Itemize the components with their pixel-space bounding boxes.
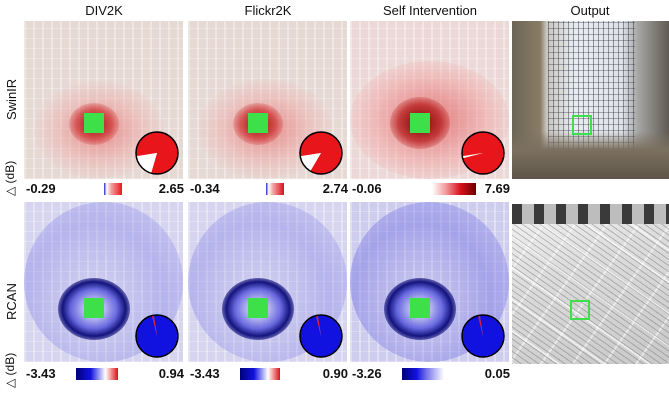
scale-min: -3.26 <box>352 366 382 381</box>
pie-slice-positive <box>151 315 157 336</box>
scale-min: -0.06 <box>352 181 382 196</box>
scale-min: -0.34 <box>190 181 220 196</box>
delta-label-swinir: △ (dB) <box>3 160 17 196</box>
rcan-flickr2k-map <box>188 202 347 362</box>
colorbar <box>432 183 476 195</box>
row-label-swinir: SwinIR <box>4 78 19 120</box>
region-highlight <box>248 113 268 133</box>
scale-min: -3.43 <box>190 366 220 381</box>
pie-slice-negative <box>461 315 504 358</box>
column-header-self-intervention: Self Intervention <box>383 3 477 18</box>
column-header-output: Output <box>570 3 610 18</box>
pie-slice-positive <box>300 132 343 175</box>
pie-chart <box>299 131 343 175</box>
scale-max: 2.65 <box>158 181 184 196</box>
pie-chart <box>461 131 505 175</box>
pie-slice-positive <box>136 132 179 175</box>
scale-rcan-flickr2k: -3.43 0.90 <box>190 366 348 383</box>
region-highlight <box>84 113 104 133</box>
region-highlight <box>248 298 268 318</box>
scale-max: 0.94 <box>158 366 184 381</box>
pie-slice-positive <box>315 315 321 336</box>
colorbar <box>76 368 118 380</box>
scale-min: -0.29 <box>26 181 56 196</box>
swinir-output-image <box>512 21 669 179</box>
scale-swinir-div2k: -0.29 2.65 <box>26 181 184 198</box>
pie-slice-negative <box>135 315 178 358</box>
pie-slice-positive <box>477 315 483 336</box>
scale-rcan-self-intervention: -3.26 0.05 <box>352 366 510 383</box>
region-highlight <box>410 298 430 318</box>
pie-chart <box>299 314 343 358</box>
scale-min: -3.43 <box>26 366 56 381</box>
scale-swinir-flickr2k: -0.34 2.74 <box>190 181 348 198</box>
pie-slice-positive <box>462 131 505 174</box>
delta-label-rcan: △ (dB) <box>3 352 17 388</box>
swinir-self-intervention-map <box>350 21 509 179</box>
pie-slice-negative <box>136 153 157 174</box>
colorbar <box>402 368 444 380</box>
column-header-flickr2k: Flickr2K <box>244 3 292 18</box>
row-label-rcan: RCAN <box>4 283 19 320</box>
colorbar <box>104 183 122 195</box>
scale-max: 2.74 <box>322 181 348 196</box>
pie-slice-negative <box>299 315 342 358</box>
region-highlight <box>84 298 104 318</box>
scale-max: 7.69 <box>484 181 510 196</box>
pie-chart <box>461 314 505 358</box>
pie-slice-negative <box>462 153 483 159</box>
scale-swinir-self-intervention: -0.06 7.69 <box>352 181 510 198</box>
pie-chart <box>135 131 179 175</box>
pie-chart <box>135 314 179 358</box>
region-highlight <box>570 300 590 320</box>
rcan-output-image <box>512 204 669 364</box>
scale-max: 0.90 <box>322 366 348 381</box>
scale-max: 0.05 <box>484 366 510 381</box>
colorbar <box>266 183 284 195</box>
scale-rcan-div2k: -3.43 0.94 <box>26 366 184 383</box>
region-highlight <box>410 113 430 133</box>
region-highlight <box>572 115 592 135</box>
column-header-div2k: DIV2K <box>85 3 123 18</box>
swinir-flickr2k-map <box>188 21 347 179</box>
colorbar <box>240 368 280 380</box>
swinir-div2k-map <box>24 21 183 179</box>
rcan-self-intervention-map <box>350 202 509 362</box>
rcan-div2k-map <box>24 202 183 362</box>
